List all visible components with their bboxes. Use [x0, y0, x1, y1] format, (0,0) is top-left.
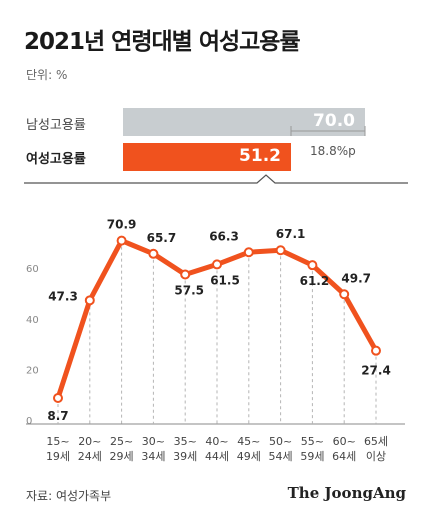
data-label: 65.7 [147, 231, 177, 245]
x-tick-label: 55~ [301, 435, 324, 448]
data-label: 49.7 [341, 271, 371, 285]
female-employment-bar: 51.2 [123, 143, 291, 171]
y-tick-label: 40 [26, 315, 39, 326]
x-tick-label: 39세 [173, 450, 197, 463]
data-point [307, 260, 318, 271]
data-label: 61.2 [300, 274, 330, 288]
x-tick-label: 35~ [174, 435, 197, 448]
x-tick-label: 65세 [364, 435, 388, 448]
y-tick-label: 0 [26, 416, 32, 427]
male-employment-value: 70.0 [313, 111, 355, 131]
x-tick-label: 49세 [237, 450, 261, 463]
x-tick-label: 30~ [142, 435, 165, 448]
x-tick-label: 29세 [110, 450, 134, 463]
unit-label: 단위: % [26, 68, 68, 82]
data-label: 66.3 [209, 229, 239, 243]
data-label: 61.5 [210, 273, 240, 287]
data-label: 57.5 [174, 284, 204, 298]
data-point [116, 235, 127, 246]
gap-bracket [290, 126, 366, 136]
x-tick-label: 19세 [46, 450, 70, 463]
data-label: 8.7 [47, 409, 68, 423]
data-point [148, 248, 159, 259]
x-tick-label: 54세 [269, 450, 293, 463]
y-tick-label: 20 [26, 365, 39, 376]
source-note: 자료: 여성가족부 [26, 489, 112, 503]
data-label: 70.9 [107, 218, 137, 232]
data-point [371, 345, 381, 356]
male-employment-label: 남성고용률 [26, 118, 86, 133]
data-point [243, 247, 254, 258]
employment-gap-label: 18.8%p [310, 144, 356, 158]
x-tick-label: 이상 [366, 450, 386, 463]
x-tick-label: 60~ [333, 435, 356, 448]
data-point [339, 289, 350, 300]
data-label: 27.4 [361, 364, 391, 378]
x-tick-label: 59세 [300, 450, 324, 463]
x-tick-label: 34세 [141, 450, 165, 463]
x-tick-label: 20~ [78, 435, 101, 448]
x-tick-label: 45~ [237, 435, 260, 448]
x-tick-label: 64세 [332, 450, 356, 463]
data-label: 67.1 [276, 227, 306, 241]
data-label: 47.3 [48, 289, 78, 303]
x-tick-label: 40~ [205, 435, 228, 448]
data-point [53, 392, 63, 403]
data-point [180, 269, 191, 280]
data-point [84, 295, 95, 306]
page-title: 2021년 연령대별 여성고용률 [24, 29, 301, 55]
divider-line [24, 174, 408, 184]
female-employment-label: 여성고용률 [26, 152, 86, 167]
female-employment-value: 51.2 [239, 146, 281, 166]
x-tick-label: 50~ [269, 435, 292, 448]
y-tick-label: 60 [26, 264, 39, 275]
data-point [212, 259, 222, 270]
x-tick-label: 24세 [78, 450, 102, 463]
data-point [275, 245, 286, 256]
x-tick-label: 15~ [46, 435, 69, 448]
x-tick-label: 25~ [110, 435, 133, 448]
publisher-logo: The JoongAng [287, 484, 406, 502]
x-tick-label: 44세 [205, 450, 229, 463]
